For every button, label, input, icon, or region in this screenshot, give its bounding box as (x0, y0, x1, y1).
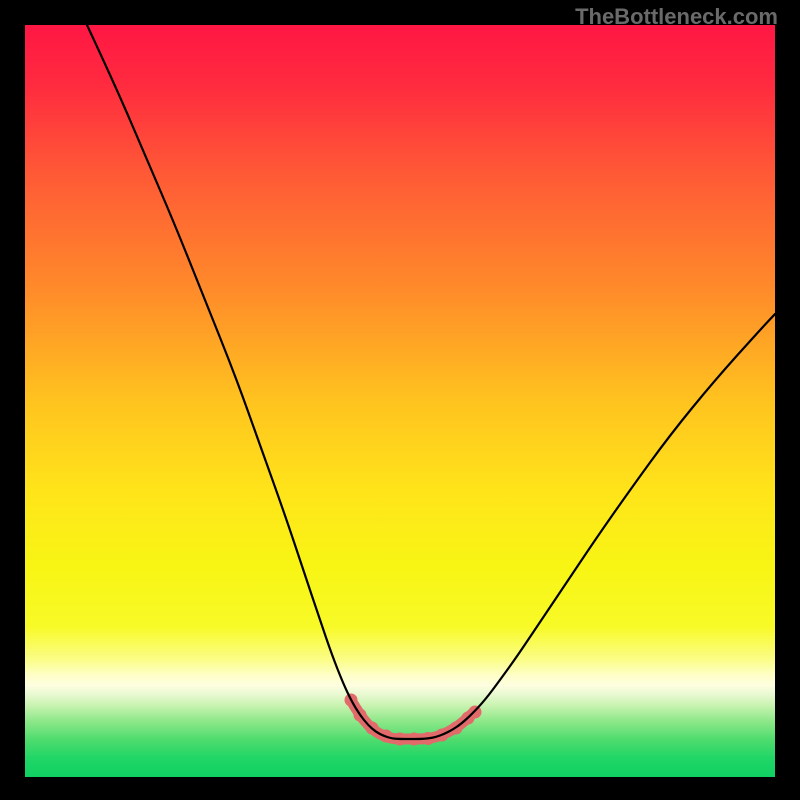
plot-area (25, 25, 775, 777)
bottleneck-curve (87, 25, 775, 739)
curve-svg (25, 25, 775, 777)
watermark-text: TheBottleneck.com (575, 4, 778, 30)
